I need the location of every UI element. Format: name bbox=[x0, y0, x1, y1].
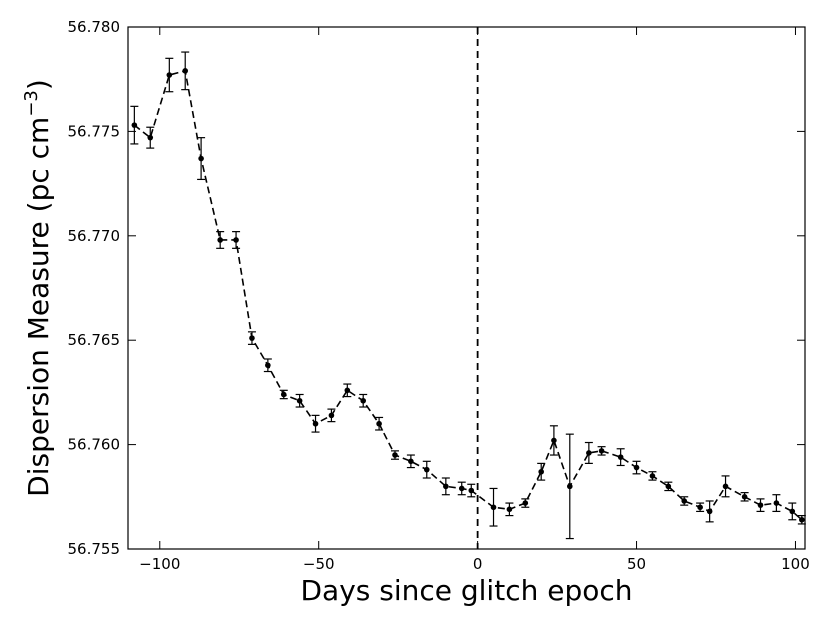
data-point bbox=[392, 452, 398, 458]
data-point bbox=[789, 508, 796, 515]
data-point bbox=[131, 122, 138, 128]
data-point bbox=[566, 483, 573, 490]
data-point bbox=[522, 500, 529, 506]
y-axis-label-close: ) bbox=[22, 79, 55, 90]
x-tick-label: −50 bbox=[303, 555, 335, 573]
y-axis-label: Dispersion Measure (pc cm−3) bbox=[21, 79, 55, 497]
labels-layer: −100 −50 0 50 100 56.755 56.760 56.765 56.770 56.… bbox=[21, 18, 810, 607]
series-layer bbox=[133, 69, 803, 521]
data-point bbox=[360, 397, 367, 404]
points-layer bbox=[131, 68, 805, 523]
data-point bbox=[649, 473, 656, 479]
axes-layer bbox=[127, 26, 806, 550]
data-point bbox=[458, 485, 465, 492]
x-tick-label: 100 bbox=[781, 555, 810, 573]
data-point bbox=[198, 155, 204, 162]
data-point bbox=[722, 483, 729, 490]
error-bars-layer bbox=[130, 51, 806, 540]
data-point bbox=[443, 483, 449, 490]
data-point bbox=[280, 391, 287, 398]
data-point bbox=[265, 362, 271, 369]
data-point bbox=[538, 468, 544, 475]
data-point bbox=[408, 458, 414, 465]
y-tick-label: 56.775 bbox=[68, 122, 121, 140]
data-point bbox=[423, 466, 430, 473]
plot-frame bbox=[127, 26, 806, 550]
data-point bbox=[217, 237, 223, 243]
data-point bbox=[586, 450, 592, 456]
data-point bbox=[551, 437, 557, 444]
data-point bbox=[182, 68, 189, 74]
data-point bbox=[741, 494, 748, 500]
data-point bbox=[312, 420, 319, 427]
data-point bbox=[757, 502, 764, 508]
data-point bbox=[233, 237, 239, 243]
data-point bbox=[633, 464, 640, 471]
data-point bbox=[296, 397, 303, 404]
data-point bbox=[665, 483, 672, 490]
data-point bbox=[468, 487, 475, 494]
y-axis-label-exponent: −3 bbox=[21, 90, 42, 117]
data-point bbox=[598, 448, 605, 454]
y-tick-label: 56.780 bbox=[68, 18, 121, 36]
x-axis-label: Days since glitch epoch bbox=[300, 574, 632, 607]
data-point bbox=[681, 498, 688, 504]
data-point bbox=[490, 504, 497, 511]
data-point bbox=[617, 454, 624, 460]
data-point bbox=[147, 134, 154, 141]
dm-series-line bbox=[133, 69, 803, 521]
data-point bbox=[249, 335, 255, 341]
data-point bbox=[166, 72, 173, 78]
x-tick-label: 50 bbox=[627, 555, 646, 573]
data-point bbox=[344, 387, 351, 394]
data-point bbox=[773, 500, 780, 506]
y-tick-label: 56.755 bbox=[68, 540, 121, 558]
data-point bbox=[697, 504, 703, 511]
y-axis-label-main: Dispersion Measure (pc cm bbox=[22, 117, 55, 497]
y-tick-label: 56.765 bbox=[68, 331, 121, 349]
data-point bbox=[506, 506, 513, 513]
x-tick-label: 0 bbox=[473, 555, 483, 573]
data-point bbox=[706, 508, 713, 515]
y-tick-label: 56.760 bbox=[68, 436, 121, 454]
data-point bbox=[328, 412, 335, 419]
y-tick-label: 56.770 bbox=[68, 227, 121, 245]
data-point bbox=[376, 420, 382, 427]
data-point bbox=[799, 516, 805, 523]
x-tick-label: −100 bbox=[139, 555, 180, 573]
